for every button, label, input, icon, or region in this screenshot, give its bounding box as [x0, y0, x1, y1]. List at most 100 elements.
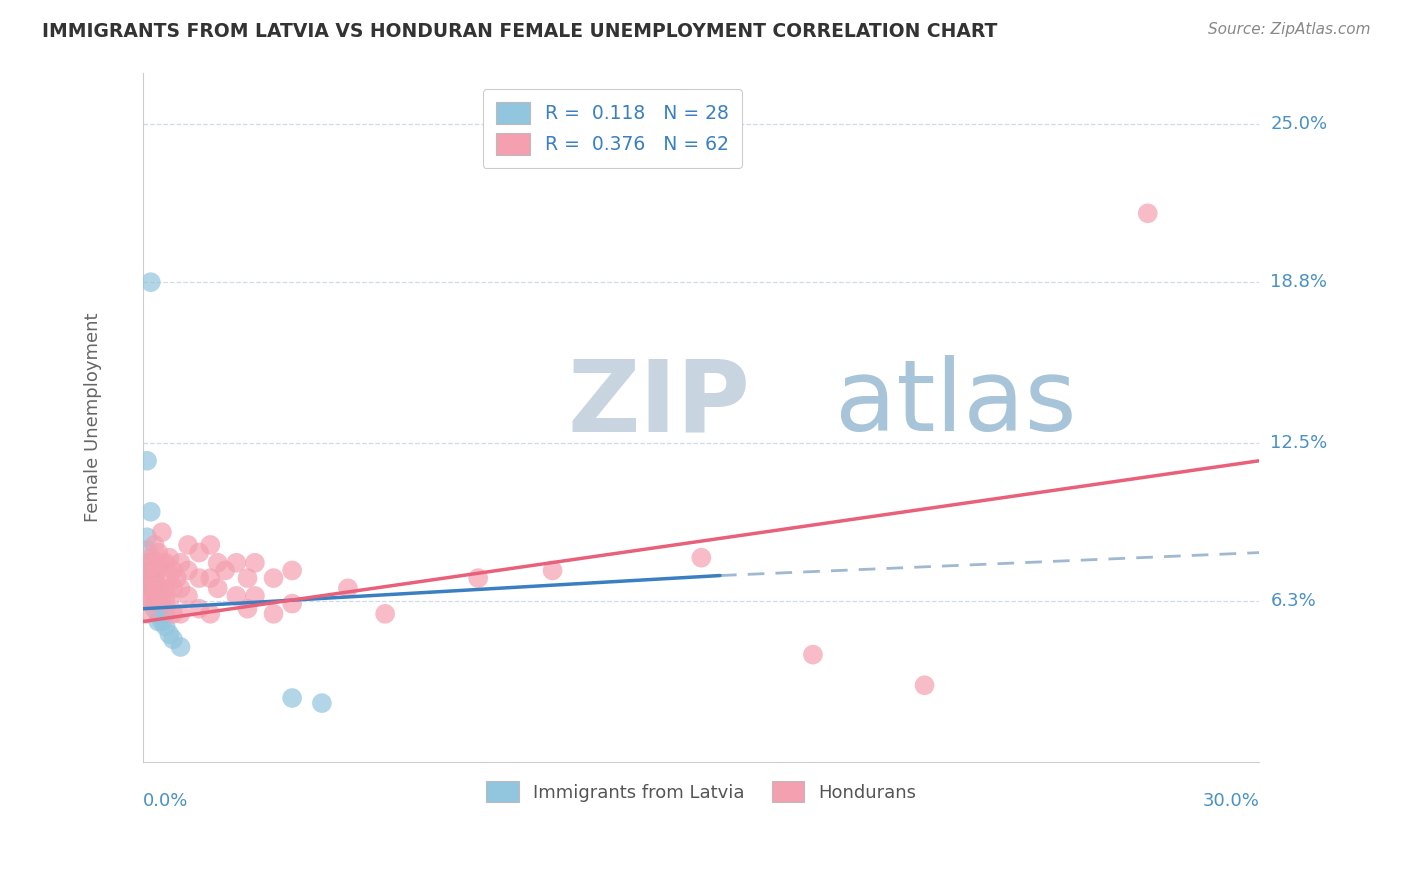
Point	[136, 530, 159, 544]
Text: 30.0%: 30.0%	[1202, 792, 1260, 810]
Point	[169, 640, 191, 654]
Point	[157, 594, 180, 608]
Point	[155, 607, 177, 621]
Point	[139, 568, 162, 582]
Point	[214, 564, 236, 578]
Point	[150, 582, 173, 596]
Point	[166, 571, 188, 585]
Point	[136, 556, 159, 570]
Point	[374, 607, 396, 621]
Point	[143, 594, 166, 608]
Point	[148, 594, 170, 608]
Point	[143, 568, 166, 582]
Point	[188, 545, 211, 559]
Point	[143, 601, 166, 615]
Point	[143, 582, 166, 596]
Point	[143, 589, 166, 603]
Point	[139, 275, 162, 289]
Point	[136, 556, 159, 570]
Point	[157, 568, 180, 582]
Point	[148, 615, 170, 629]
Point	[243, 556, 266, 570]
Point	[148, 545, 170, 559]
Text: 12.5%: 12.5%	[1271, 434, 1327, 452]
Point	[263, 571, 285, 585]
Point	[139, 505, 162, 519]
Point	[136, 543, 159, 558]
Point	[150, 594, 173, 608]
Text: Female Unemployment: Female Unemployment	[84, 312, 103, 522]
Point	[169, 582, 191, 596]
Point	[148, 564, 170, 578]
Point	[162, 564, 184, 578]
Point	[177, 564, 200, 578]
Point	[150, 525, 173, 540]
Point	[169, 607, 191, 621]
Point	[136, 568, 159, 582]
Point	[200, 538, 222, 552]
Point	[914, 678, 936, 692]
Point	[225, 589, 247, 603]
Point	[311, 696, 333, 710]
Point	[263, 607, 285, 621]
Point	[200, 571, 222, 585]
Point	[177, 538, 200, 552]
Point	[139, 576, 162, 591]
Point	[150, 601, 173, 615]
Point	[136, 594, 159, 608]
Text: IMMIGRANTS FROM LATVIA VS HONDURAN FEMALE UNEMPLOYMENT CORRELATION CHART: IMMIGRANTS FROM LATVIA VS HONDURAN FEMAL…	[42, 22, 997, 41]
Point	[139, 582, 162, 596]
Point	[150, 556, 173, 570]
Point	[243, 589, 266, 603]
Point	[155, 582, 177, 596]
Point	[541, 564, 564, 578]
Text: Source: ZipAtlas.com: Source: ZipAtlas.com	[1208, 22, 1371, 37]
Point	[236, 571, 259, 585]
Text: 18.8%: 18.8%	[1271, 273, 1327, 291]
Point	[188, 601, 211, 615]
Text: 6.3%: 6.3%	[1271, 592, 1316, 610]
Point	[136, 607, 159, 621]
Point	[139, 550, 162, 565]
Point	[139, 594, 162, 608]
Point	[200, 607, 222, 621]
Point	[162, 582, 184, 596]
Point	[188, 571, 211, 585]
Point	[139, 564, 162, 578]
Point	[148, 607, 170, 621]
Point	[143, 556, 166, 570]
Point	[225, 556, 247, 570]
Point	[136, 582, 159, 596]
Point	[467, 571, 489, 585]
Point	[148, 582, 170, 596]
Point	[281, 691, 304, 706]
Point	[136, 454, 159, 468]
Text: atlas: atlas	[835, 355, 1077, 452]
Point	[281, 597, 304, 611]
Point	[150, 615, 173, 629]
Point	[207, 582, 229, 596]
Point	[336, 582, 359, 596]
Point	[136, 568, 159, 582]
Point	[1136, 206, 1159, 220]
Point	[148, 589, 170, 603]
Point	[281, 564, 304, 578]
Text: 0.0%: 0.0%	[143, 792, 188, 810]
Point	[143, 568, 166, 582]
Point	[155, 556, 177, 570]
Point	[177, 589, 200, 603]
Point	[690, 550, 713, 565]
Point	[801, 648, 824, 662]
Point	[157, 550, 180, 565]
Text: ZIP: ZIP	[568, 355, 751, 452]
Point	[162, 632, 184, 647]
Point	[143, 589, 166, 603]
Point	[155, 594, 177, 608]
Point	[162, 607, 184, 621]
Text: 25.0%: 25.0%	[1271, 115, 1327, 133]
Point	[155, 619, 177, 633]
Point	[157, 627, 180, 641]
Point	[139, 582, 162, 596]
Legend: Immigrants from Latvia, Hondurans: Immigrants from Latvia, Hondurans	[474, 769, 929, 814]
Point	[143, 538, 166, 552]
